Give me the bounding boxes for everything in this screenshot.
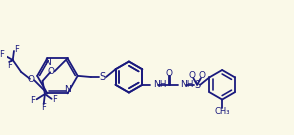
Text: O: O [27,75,34,84]
Text: N: N [44,58,51,67]
Text: O: O [188,71,196,80]
Text: NH: NH [181,80,194,89]
Text: F: F [53,95,57,104]
Text: CH₃: CH₃ [214,107,230,116]
Text: NH: NH [153,80,166,89]
Text: F: F [15,45,19,54]
Text: O: O [166,69,173,78]
Text: O: O [199,71,206,80]
Text: F: F [31,96,36,105]
Text: F: F [7,61,12,70]
Text: S: S [194,80,200,90]
Text: F: F [41,103,46,112]
Text: S: S [100,72,106,82]
Text: N: N [64,85,71,94]
Text: F: F [0,50,4,59]
Text: O: O [47,67,54,76]
